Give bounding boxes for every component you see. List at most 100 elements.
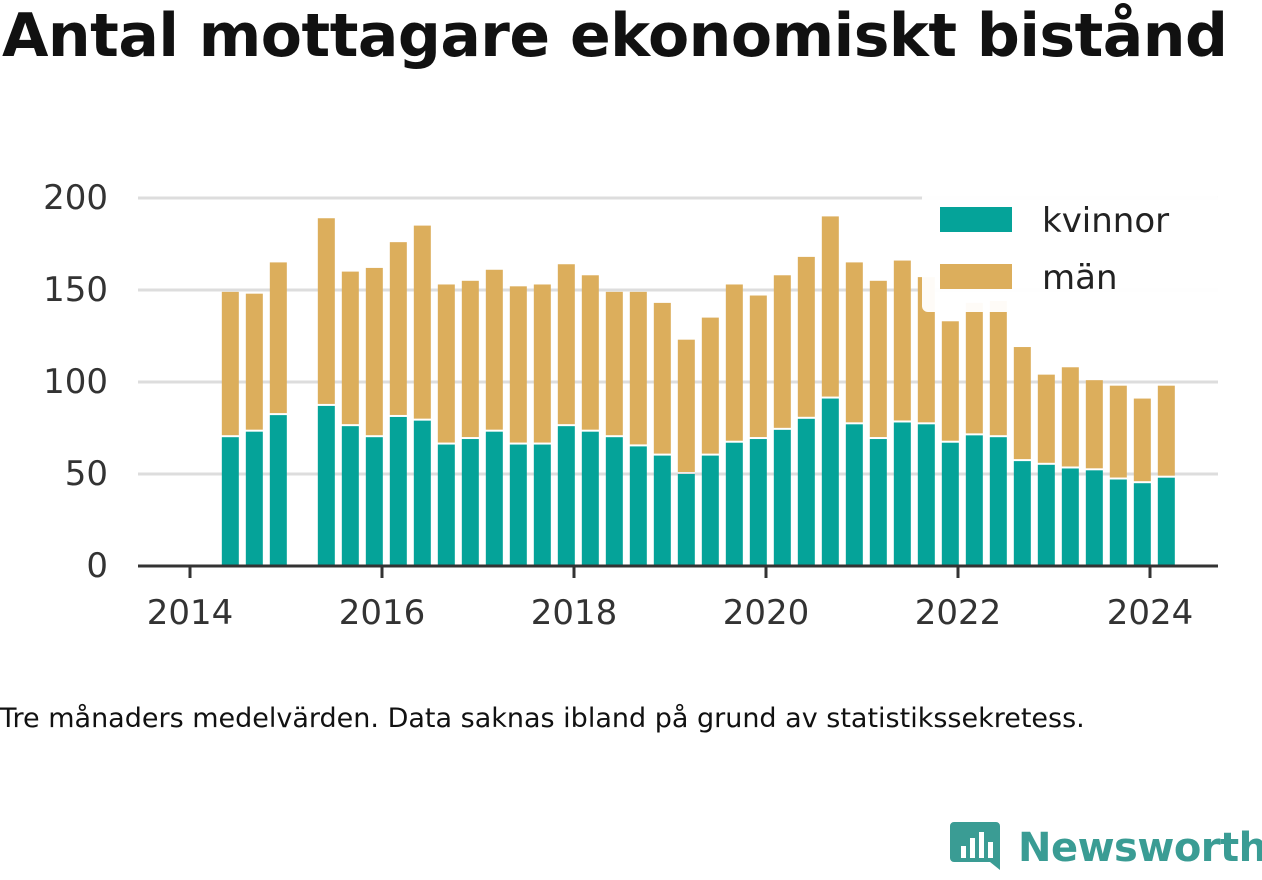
bar-man (1157, 385, 1175, 476)
bar-man (1013, 347, 1031, 460)
x-tick-label: 2014 (147, 593, 234, 633)
bar-kvinnor (941, 442, 959, 566)
bar-man (941, 321, 959, 441)
bar-kvinnor (365, 437, 383, 566)
bar-kvinnor (341, 426, 359, 566)
bar-kvinnor (413, 420, 431, 566)
bar-kvinnor (389, 416, 407, 566)
bar-man (581, 275, 599, 430)
brand-name: Newsworthy (1018, 825, 1262, 871)
bar-kvinnor (1013, 461, 1031, 566)
bar-man (1109, 385, 1127, 478)
x-tick-label: 2024 (1107, 593, 1194, 633)
bar-chart-speech-bubble-icon (950, 822, 1000, 870)
bar-kvinnor (725, 442, 743, 566)
bar-kvinnor (437, 444, 455, 566)
bar-kvinnor (629, 446, 647, 566)
bar-man (965, 302, 983, 434)
bar-man (557, 264, 575, 425)
x-tick-label: 2018 (531, 593, 618, 633)
bar-kvinnor (1061, 468, 1079, 566)
bar-man (317, 218, 335, 404)
bar-kvinnor (581, 431, 599, 566)
bar-man (1085, 380, 1103, 469)
bar-man (653, 302, 671, 454)
x-tick-label: 2016 (339, 593, 426, 633)
bar-kvinnor (533, 444, 551, 566)
bar-kvinnor (1085, 470, 1103, 566)
bar-man (245, 293, 263, 430)
bar-kvinnor (461, 439, 479, 566)
bar-kvinnor (605, 437, 623, 566)
legend-swatch-kvinnor (940, 207, 1012, 232)
bar-kvinnor (1157, 477, 1175, 566)
bar-kvinnor (893, 422, 911, 566)
bar-kvinnor (653, 455, 671, 566)
bar-kvinnor (269, 415, 287, 566)
bar-kvinnor (1109, 479, 1127, 566)
bar-man (1037, 374, 1055, 463)
bar-man (533, 284, 551, 443)
brand: Newsworthy (950, 816, 1262, 880)
bar-kvinnor (317, 405, 335, 566)
bar-man (269, 262, 287, 414)
legend-swatch-man (940, 264, 1012, 289)
bar-man (845, 262, 863, 423)
bar-kvinnor (485, 431, 503, 566)
bar-kvinnor (245, 431, 263, 566)
axes: 0 50 100 150 200 2014 2016 2018 2020 2022 2024 (43, 178, 1218, 633)
bar-man (413, 225, 431, 419)
bar-man (221, 291, 239, 436)
bar-kvinnor (869, 439, 887, 566)
y-tick-label: 150 (43, 270, 108, 310)
bar-man (629, 291, 647, 445)
bar-man (461, 280, 479, 438)
bar-kvinnor (845, 424, 863, 566)
x-tick-label: 2020 (723, 593, 810, 633)
bar-man (389, 242, 407, 415)
bar-man (677, 339, 695, 472)
bar-man (725, 284, 743, 441)
chart: 0 50 100 150 200 2014 2016 2018 2020 2022 2024 kvi… (43, 178, 1218, 633)
legend-label-man: män (1042, 258, 1118, 298)
bar-man (485, 269, 503, 430)
bar-kvinnor (1037, 464, 1055, 566)
bar-man (605, 291, 623, 436)
y-tick-label: 0 (86, 546, 108, 586)
caption: Tre månaders medelvärden. Data saknas ib… (0, 703, 1085, 734)
bar-man (341, 271, 359, 425)
bar-man (701, 317, 719, 454)
bar-kvinnor (557, 426, 575, 566)
bar-man (989, 301, 1007, 436)
bar-kvinnor (797, 418, 815, 566)
y-tick-label: 50 (65, 454, 108, 494)
bar-man (773, 275, 791, 428)
bar-kvinnor (917, 424, 935, 566)
bar-kvinnor (509, 444, 527, 566)
bar-man (917, 277, 935, 423)
x-tick-label: 2022 (915, 593, 1002, 633)
bar-man (1133, 398, 1151, 482)
bar-man (509, 286, 527, 443)
bar-kvinnor (821, 398, 839, 566)
bar-man (869, 280, 887, 438)
legend: kvinnor män (922, 192, 1218, 312)
bar-kvinnor (221, 437, 239, 566)
bar-kvinnor (701, 455, 719, 566)
bar-kvinnor (1133, 483, 1151, 566)
bar-kvinnor (677, 474, 695, 566)
bar-man (437, 284, 455, 443)
y-tick-label: 200 (43, 178, 108, 218)
bar-kvinnor (773, 429, 791, 566)
bar-man (797, 256, 815, 417)
bar-man (749, 295, 767, 438)
bars (221, 216, 1175, 566)
bar-man (365, 267, 383, 436)
legend-label-kvinnor: kvinnor (1042, 201, 1169, 241)
bar-man (893, 260, 911, 421)
y-tick-label: 100 (43, 362, 108, 402)
bar-man (1061, 367, 1079, 467)
bar-man (821, 216, 839, 397)
bar-kvinnor (965, 435, 983, 566)
bar-kvinnor (749, 439, 767, 566)
